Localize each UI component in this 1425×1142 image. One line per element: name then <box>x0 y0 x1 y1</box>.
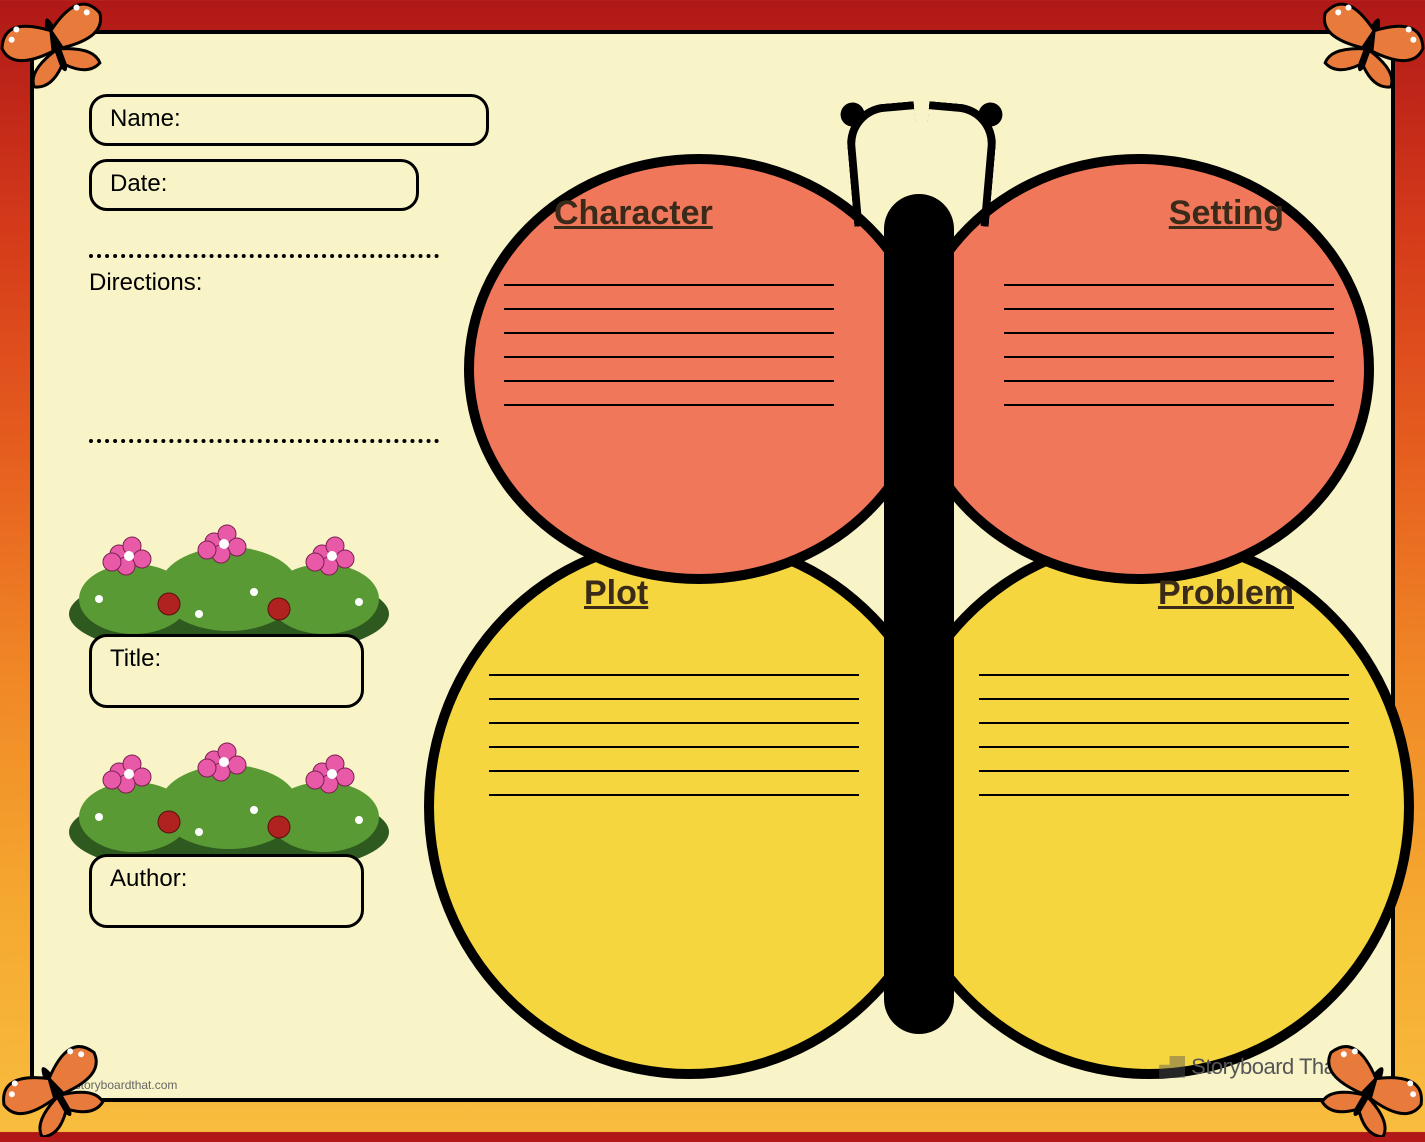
date-label: Date: <box>110 170 167 197</box>
name-field[interactable]: Name: <box>89 94 489 146</box>
quadrant-label-plot: Plot <box>584 574 648 613</box>
quadrant-label-setting: Setting <box>1169 194 1284 233</box>
writing-lines <box>979 674 1349 796</box>
title-label: Title: <box>110 645 161 672</box>
writing-lines <box>504 284 834 406</box>
name-label: Name: <box>110 105 181 132</box>
date-field[interactable]: Date: <box>89 159 419 211</box>
writing-lines <box>1004 284 1334 406</box>
monarch-butterfly-icon <box>0 0 115 90</box>
author-field[interactable]: Author: <box>89 854 364 928</box>
butterfly-organizer: Character Setting Plot Problem <box>434 114 1404 1094</box>
quadrant-label-character: Character <box>554 194 713 233</box>
flower-bush-icon <box>64 504 394 654</box>
author-label: Author: <box>110 865 187 892</box>
wing-problem[interactable] <box>884 534 1414 1079</box>
wing-plot[interactable] <box>424 534 954 1079</box>
butterfly-body-icon <box>884 194 954 1034</box>
divider-dotted <box>89 254 439 258</box>
monarch-butterfly-icon <box>1310 0 1425 90</box>
divider-dotted <box>89 439 439 443</box>
writing-lines <box>489 674 859 796</box>
monarch-butterfly-icon <box>1310 1042 1425 1137</box>
title-field[interactable]: Title: <box>89 634 364 708</box>
flower-bush-icon <box>64 722 394 872</box>
worksheet-page: Name: Date: Directions: Title: <box>30 30 1395 1102</box>
directions-label: Directions: <box>89 269 202 297</box>
quadrant-label-problem: Problem <box>1158 574 1294 613</box>
monarch-butterfly-icon <box>0 1042 115 1137</box>
